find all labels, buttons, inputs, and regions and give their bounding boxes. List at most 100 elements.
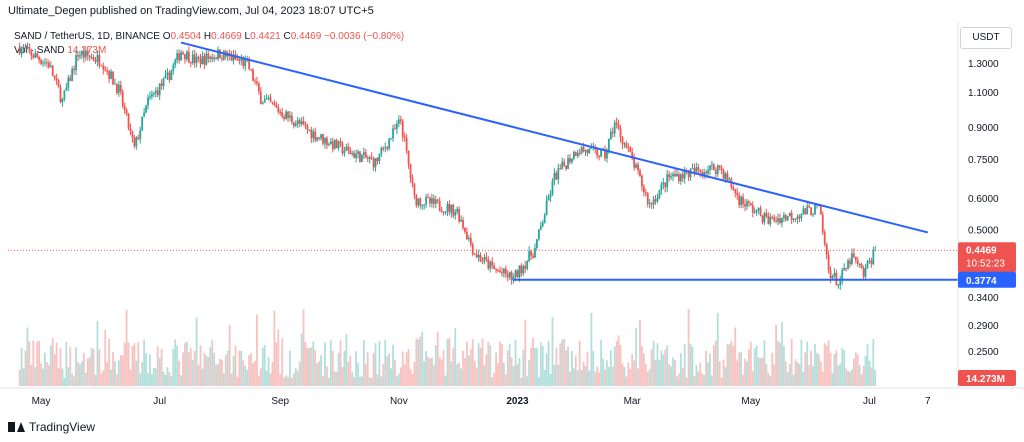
candle-body [596,149,599,156]
volume-bar [125,309,128,386]
time-tick-label: Jul [863,396,876,407]
candle-body [207,53,210,59]
volume-bar [541,346,544,386]
candle-body [156,90,159,96]
volume-bar [275,342,278,386]
volume-bar [182,352,184,386]
volume-bar [656,343,659,386]
volume-bar [606,360,608,386]
volume-bar [160,348,163,386]
volume-bar [413,361,416,386]
tradingview-logo[interactable]: TradingView [8,420,95,434]
candle-body [84,50,87,58]
volume-bar [331,350,334,386]
volume-bar [466,341,468,386]
candle-body [450,204,453,213]
volume-bar [833,353,836,386]
candle-body [578,152,581,154]
volume-bar [40,363,42,386]
candle-body [633,158,636,168]
currency-button[interactable]: USDT [960,27,1012,49]
volume-bar [456,364,459,386]
volume-bar [448,338,451,386]
volume-bar [34,367,37,386]
candle-body [201,55,204,65]
volume-bar [277,329,280,386]
time-tick-label: 2023 [506,396,529,407]
symbol-name[interactable]: SAND / TetherUS, 1D, BINANCE [14,31,160,42]
candle-body [339,141,342,143]
candle-body [679,174,682,182]
candle-body [429,197,431,204]
volume-bar [324,342,326,386]
candle-body [180,52,182,61]
volume-bar [718,361,721,386]
candle-body [283,116,286,119]
volume-bar [108,339,111,386]
candle-body [751,204,754,213]
volume-bar [409,369,412,386]
volume-label[interactable]: Vol · SAND [14,45,65,56]
candle-body [462,219,464,228]
volume-bar [345,334,348,386]
volume-bar [823,343,826,386]
candle-body [440,210,443,213]
volume-bar [565,350,567,386]
volume-bar [170,376,173,386]
volume-bar [644,364,647,386]
volume-bar [374,343,377,386]
volume-bar [337,352,340,386]
candle-body [345,146,348,152]
candle-body [646,193,649,204]
price-tick-label: 0.5000 [968,226,999,237]
volume-bar [777,341,779,386]
candle-body [119,84,122,92]
candle-body [425,197,427,205]
candle-body [611,131,614,134]
volume-bar [687,308,690,386]
volume-bar [637,368,639,386]
published-caption: Ultimate_Degen published on TradingView.… [8,5,374,17]
volume-bar [619,344,622,386]
candle-body [718,165,721,168]
candle-body [860,263,863,269]
candle-body [314,131,317,141]
candle-body [349,149,352,155]
volume-bar [555,347,558,386]
volume-bar [444,375,447,386]
volume-bar [195,317,198,386]
volume-bar [355,351,357,386]
volume-bar [814,343,816,386]
time-tick-label: May [741,396,760,407]
candle-body [318,137,321,139]
volume-bar [714,340,717,386]
volume-bar [539,342,542,386]
volume-bar [417,339,420,386]
volume-bar [530,347,532,386]
volume-bar [96,320,99,386]
volume-bar [576,370,579,386]
candle-body [28,46,31,51]
candle-body [705,171,707,174]
volume-bar [135,360,138,386]
candle-body [413,183,416,196]
time-tick-label: Mar [624,396,642,407]
candle-body [582,147,585,152]
volume-bar [114,361,116,386]
volume-bar [592,350,595,386]
candle-body [22,47,25,49]
volume-bar [790,338,793,386]
volume-bar [133,343,136,386]
volume-bar [508,343,511,386]
candle-body [831,276,834,278]
volume-bar [547,340,550,386]
volume-bar [462,350,464,386]
volume-bar [625,376,628,386]
volume-bar [117,360,120,386]
candle-body [771,216,774,218]
candle-body [448,204,451,213]
candle-body [539,225,542,230]
candle-body [501,272,503,274]
volume-bar [802,371,805,386]
